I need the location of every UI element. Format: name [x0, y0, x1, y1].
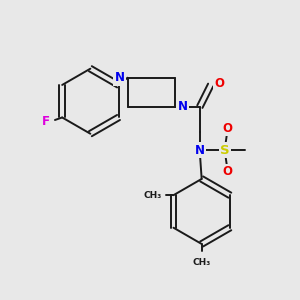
- Text: F: F: [41, 115, 50, 128]
- Text: CH₃: CH₃: [193, 258, 211, 267]
- Text: O: O: [222, 122, 232, 135]
- Text: O: O: [214, 76, 224, 90]
- Text: O: O: [222, 165, 232, 178]
- Text: N: N: [177, 100, 188, 113]
- Text: N: N: [195, 143, 205, 157]
- Text: S: S: [220, 143, 230, 157]
- Text: CH₃: CH₃: [144, 191, 162, 200]
- Text: N: N: [115, 71, 125, 84]
